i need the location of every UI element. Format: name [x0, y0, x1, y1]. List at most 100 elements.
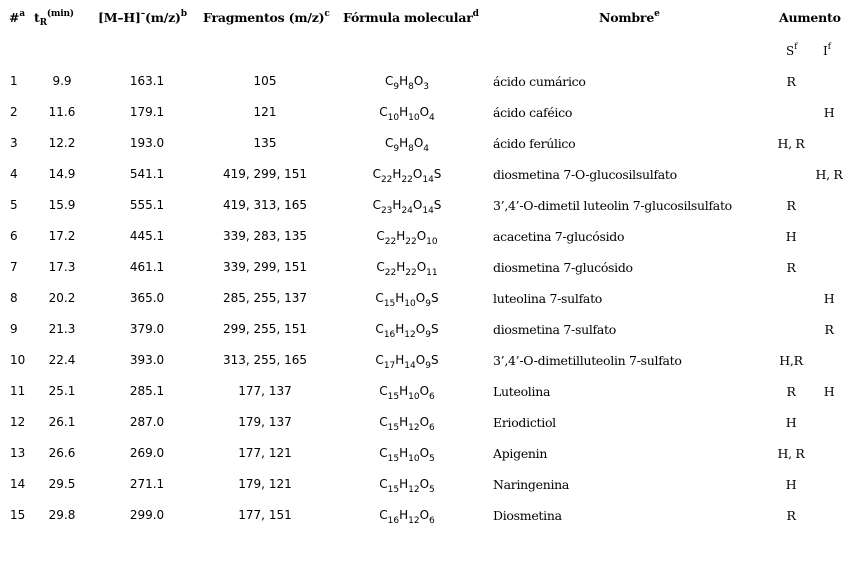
formula-element: O	[419, 446, 430, 460]
compound-name: Diosmetina	[493, 508, 562, 523]
formula-element: H	[395, 353, 405, 367]
formula-count: 22	[380, 175, 393, 185]
formula-element: O	[415, 322, 426, 336]
increase-i: H	[823, 291, 835, 306]
mh-mz: 163.1	[129, 74, 165, 88]
formula-count: 10	[387, 113, 400, 123]
formula-element: C	[376, 229, 385, 243]
formula-count: 10	[408, 392, 420, 402]
molecular-formula: C15H12O5	[342, 477, 472, 495]
molecular-formula: C15H10O5	[342, 446, 472, 464]
increase-s: H, R	[777, 446, 805, 461]
retention-time: 20.2	[48, 291, 76, 305]
formula-element: O	[415, 291, 426, 305]
compound-name: acacetina 7-glucósido	[493, 229, 625, 244]
formula-count: 12	[404, 330, 416, 340]
retention-time: 26.1	[48, 415, 76, 429]
compound-number: 7	[10, 260, 18, 274]
formula-count: 9	[393, 144, 400, 154]
formula-count: 14	[422, 175, 434, 185]
molecular-formula: C10H10O4	[342, 105, 472, 123]
compound-number: 2	[10, 105, 18, 119]
formula-count: 5	[429, 485, 435, 495]
compound-name: diosmetina 7-glucósido	[493, 260, 633, 275]
formula-count: 8	[408, 144, 414, 154]
mh-mz: 269.0	[129, 446, 165, 460]
table-row: 4 14.9 541.1 419, 299, 151 C22H22O14S diosmet…	[0, 167, 854, 198]
fragments: 285, 255, 137	[223, 291, 307, 305]
mh-mz: 179.1	[129, 105, 165, 119]
table-row: 7 17.3 461.1 339, 299, 151 C22H22O11 diosmeti…	[0, 260, 854, 291]
table-row: 5 15.9 555.1 419, 313, 165 C23H24O14S 3’,4’-O…	[0, 198, 854, 229]
fragments: 419, 299, 151	[223, 167, 307, 181]
compound-name: ácido caféico	[493, 105, 573, 120]
compound-name: Naringenina	[493, 477, 570, 492]
header-aumento: Aumento	[779, 10, 841, 25]
formula-count: 16	[387, 516, 400, 526]
header-fragments: Fragmentos (m/z)c	[203, 9, 330, 26]
fragments: 299, 255, 151	[223, 322, 307, 336]
compound-name: luteolina 7-sulfato	[493, 291, 603, 306]
compound-name: Apigenin	[493, 446, 548, 461]
retention-time: 17.3	[48, 260, 76, 274]
formula-count: 9	[393, 82, 400, 92]
formula-element: C	[379, 384, 388, 398]
increase-s: H, R	[777, 136, 805, 151]
formula-element: H	[399, 446, 409, 460]
increase-i: H	[823, 384, 835, 399]
formula-count: 10	[408, 454, 420, 464]
formula-element: H	[399, 384, 409, 398]
mh-mz: 365.0	[129, 291, 165, 305]
formula-element: C	[379, 415, 388, 429]
formula-count: 9	[425, 361, 431, 371]
compound-number: 13	[10, 446, 26, 460]
retention-time: 17.2	[48, 229, 76, 243]
increase-s: R	[786, 74, 796, 89]
increase-s: H	[785, 229, 797, 244]
molecular-formula: C9H8O3	[342, 74, 472, 92]
formula-element: O	[413, 74, 424, 88]
retention-time: 26.6	[48, 446, 76, 460]
retention-time: 21.3	[48, 322, 76, 336]
formula-element: O	[419, 384, 430, 398]
increase-i: H	[823, 105, 835, 120]
formula-count: 22	[384, 237, 397, 247]
formula-count: 9	[425, 330, 431, 340]
molecular-formula: C15H10O6	[342, 384, 472, 402]
formula-element: S	[433, 198, 442, 212]
formula-element: O	[412, 167, 423, 181]
retention-time: 14.9	[48, 167, 76, 181]
table-row: 6 17.2 445.1 339, 283, 135 C22H22O10 acacetin…	[0, 229, 854, 260]
increase-i: H, R	[815, 167, 843, 182]
compound-number: 1	[10, 74, 18, 88]
formula-element: H	[399, 105, 409, 119]
molecular-formula: C9H8O4	[342, 136, 472, 154]
formula-element: H	[396, 229, 406, 243]
formula-element: C	[379, 477, 388, 491]
compound-name: 3’,4’-O-dimetil luteolin 7-glucosilsulfa…	[493, 198, 732, 213]
retention-time: 9.9	[52, 74, 72, 88]
compound-number: 15	[10, 508, 26, 522]
retention-time: 11.6	[48, 105, 76, 119]
formula-element: C	[379, 508, 388, 522]
formula-count: 14	[404, 361, 416, 371]
header-retention-time: tR(min)	[34, 9, 74, 28]
mh-mz: 555.1	[129, 198, 165, 212]
formula-count: 12	[408, 516, 420, 526]
table-row: 10 22.4 393.0 313, 255, 165 C17H14O9S 3’,4’-O…	[0, 353, 854, 384]
table-row: 8 20.2 365.0 285, 255, 137 C15H10O9S luteolin…	[0, 291, 854, 322]
fragments: 179, 121	[238, 477, 292, 491]
formula-element: C	[372, 167, 381, 181]
formula-element: O	[416, 260, 427, 274]
formula-element: H	[399, 74, 409, 88]
increase-s: H,R	[779, 353, 803, 368]
formula-count: 11	[426, 268, 438, 278]
formula-count: 22	[405, 268, 417, 278]
mh-mz: 461.1	[129, 260, 165, 274]
formula-count: 6	[429, 516, 435, 526]
formula-element: O	[419, 477, 430, 491]
table-row: 3 12.2 193.0 135 C9H8O4 ácido ferúlico H, R	[0, 136, 854, 167]
header-num: #a	[9, 9, 25, 26]
header-mh: [M–H]–(m/z)b	[98, 9, 187, 26]
formula-element: C	[384, 74, 394, 88]
